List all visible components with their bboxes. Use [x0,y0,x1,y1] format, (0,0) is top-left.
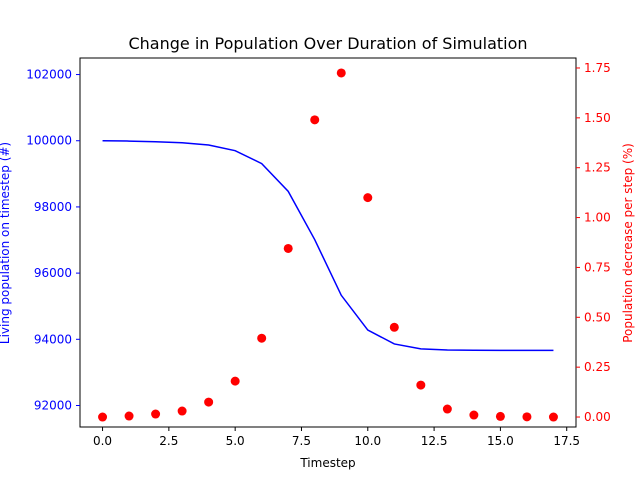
left-y-tick-label: 102000 [26,68,72,82]
chart-title: Change in Population Over Duration of Si… [128,34,527,53]
decrease-point [548,412,558,422]
decrease-point [177,406,187,416]
decrease-point [336,68,346,78]
left-y-axis-label: Living population on timestep (#) [0,142,12,344]
right-y-tick-label: 0.50 [584,310,611,324]
decrease-point [204,397,214,407]
x-tick-label: 17.5 [553,434,580,448]
x-tick-label: 15.0 [487,434,514,448]
left-y-tick-label: 100000 [26,134,72,148]
right-y-axis-label: Population decrease per step (%) [621,143,635,343]
decrease-point [416,380,426,390]
left-y-tick-label: 92000 [34,398,72,412]
decrease-point [310,115,320,125]
decrease-point [98,412,108,422]
axes-frame [79,57,577,428]
right-y-tick-label: 1.75 [584,61,611,75]
decrease-point [442,404,452,414]
x-tick-label: 7.5 [292,434,311,448]
right-y-tick-label: 1.50 [584,111,611,125]
x-tick-label: 10.0 [354,434,381,448]
right-y-tick-label: 1.00 [584,211,611,225]
decrease-point [230,376,240,386]
x-tick-label: 5.0 [226,434,245,448]
axes: 0.0 2.5 5.0 7.5 10.0 12.5 15.0 17.5 92000 94000 96… [26,57,611,448]
decrease-point [151,409,161,419]
decrease-point [283,243,293,253]
decrease-point [257,333,267,343]
left-y-tick-label: 94000 [34,332,72,346]
decrease-point [495,411,505,421]
left-y-tick-label: 96000 [34,266,72,280]
decrease-point [469,410,479,420]
decrease-point [522,412,532,422]
x-axis-label: Timestep [299,456,355,470]
decrease-point [124,411,134,421]
right-y-tick-label: 0.25 [584,360,611,374]
x-tick-label: 0.0 [93,434,112,448]
right-y-tick-label: 0.75 [584,260,611,274]
right-y-tick-label: 1.25 [584,161,611,175]
right-y-tick-label: 0.00 [584,410,611,424]
x-tick-label: 2.5 [159,434,178,448]
left-y-tick-label: 98000 [34,200,72,214]
plot-area [98,68,558,422]
population-line [102,139,554,352]
decrease-point [389,322,399,332]
x-tick-label: 12.5 [421,434,448,448]
decrease-point [363,193,373,203]
